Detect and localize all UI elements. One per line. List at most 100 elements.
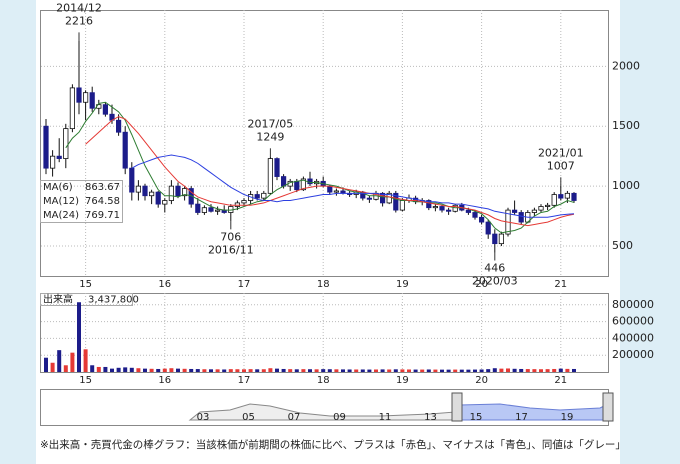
volume-bar bbox=[426, 369, 431, 372]
candle-body bbox=[175, 185, 181, 197]
volume-bar bbox=[565, 368, 570, 372]
candle-body bbox=[214, 209, 221, 212]
candle-body bbox=[254, 194, 260, 199]
navigator-handle[interactable] bbox=[451, 392, 463, 422]
x-tick-label: 20 bbox=[475, 375, 488, 386]
volume-bar bbox=[136, 368, 141, 372]
volume-bar bbox=[57, 350, 62, 372]
candle-body bbox=[294, 180, 300, 191]
volume-bar bbox=[354, 369, 359, 372]
candle-body bbox=[274, 158, 280, 177]
candle-body bbox=[267, 158, 274, 194]
volume-bar bbox=[552, 368, 557, 372]
volume-title: 出来高 bbox=[43, 293, 73, 306]
volume-bar bbox=[123, 367, 128, 372]
candle-body bbox=[188, 188, 194, 205]
annotation-date: 2020/03 bbox=[472, 275, 518, 288]
candle-body bbox=[280, 176, 287, 187]
navigator-label: 19 bbox=[561, 412, 574, 423]
volume-bar bbox=[360, 369, 365, 372]
volume-bar bbox=[308, 369, 312, 372]
volume-bar bbox=[176, 368, 180, 372]
navigator-label: 03 bbox=[197, 412, 210, 423]
volume-frame bbox=[40, 293, 609, 373]
volume-bar bbox=[321, 369, 326, 372]
candle-body bbox=[261, 192, 267, 199]
candle-body bbox=[122, 131, 128, 169]
volume-bar bbox=[275, 368, 279, 372]
right-strip bbox=[620, 0, 680, 464]
candle-body bbox=[43, 125, 49, 169]
volume-bar bbox=[116, 367, 121, 372]
candle-body bbox=[241, 200, 247, 204]
volume-bar bbox=[294, 369, 299, 372]
volume-bar bbox=[453, 369, 458, 372]
navigator-label: 13 bbox=[424, 412, 437, 423]
volume-bar bbox=[407, 369, 411, 372]
annotation-value: 1007 bbox=[547, 159, 575, 172]
candle-body bbox=[181, 188, 188, 197]
volume-bar bbox=[90, 365, 95, 372]
legend-value: 863.67 bbox=[85, 182, 120, 193]
candle-body bbox=[142, 185, 148, 197]
legend-label: MA(24) bbox=[43, 210, 79, 221]
volume-bar bbox=[512, 368, 517, 372]
candle-body bbox=[83, 92, 89, 103]
volume-bar bbox=[486, 369, 491, 372]
candle-body bbox=[116, 119, 122, 133]
volume-bar bbox=[182, 368, 187, 372]
volume-bar bbox=[420, 369, 425, 372]
volume-value: 3,437,800 bbox=[88, 295, 139, 306]
navigator-label: 07 bbox=[288, 412, 301, 423]
volume-bar bbox=[44, 357, 48, 372]
volume-bar bbox=[261, 369, 266, 372]
x-tick-label: 20 bbox=[475, 279, 488, 290]
x-tick-label: 15 bbox=[79, 279, 92, 290]
legend-value: 769.71 bbox=[85, 210, 120, 221]
annotation-date: 2021/01 bbox=[538, 146, 584, 159]
volume-bar bbox=[440, 369, 444, 372]
candle-body bbox=[439, 206, 445, 211]
volume-bar bbox=[248, 369, 253, 372]
volume-bar bbox=[327, 369, 332, 372]
candle-body bbox=[545, 204, 551, 207]
y-tick-label: 500 bbox=[612, 239, 633, 252]
candle-body bbox=[379, 192, 386, 204]
price-frame bbox=[40, 10, 609, 277]
candle-body bbox=[102, 104, 108, 115]
candle-body bbox=[234, 202, 240, 207]
volume-bar bbox=[400, 369, 405, 372]
volume-bar bbox=[110, 368, 114, 372]
volume-bar bbox=[413, 369, 418, 372]
x-tick-label: 16 bbox=[158, 279, 171, 290]
candle-body bbox=[399, 200, 406, 211]
candle-body bbox=[538, 206, 544, 211]
volume-bar bbox=[479, 369, 484, 372]
annotation-value: 446 bbox=[484, 262, 505, 275]
candle-body bbox=[168, 185, 174, 201]
candle-body bbox=[485, 221, 491, 235]
volume-bar bbox=[572, 368, 576, 372]
candle-body bbox=[69, 87, 75, 130]
volume-bar bbox=[169, 368, 174, 372]
candle-body bbox=[465, 209, 472, 213]
x-tick-label: 19 bbox=[396, 279, 409, 290]
candle-body bbox=[76, 87, 82, 103]
volume-bar bbox=[189, 368, 194, 372]
x-tick-label: 21 bbox=[554, 375, 567, 386]
volume-bar bbox=[209, 369, 213, 372]
annotation-value: 2216 bbox=[65, 14, 93, 27]
y-tick-label: 200000 bbox=[612, 348, 654, 361]
legend-label: MA(6) bbox=[43, 182, 73, 193]
candle-body bbox=[512, 209, 518, 213]
x-tick-label: 17 bbox=[238, 279, 251, 290]
ma-line bbox=[131, 154, 575, 218]
volume-bar bbox=[433, 369, 438, 372]
volume-bar bbox=[539, 369, 543, 372]
navigator-handle[interactable] bbox=[602, 392, 614, 422]
navigator-label: 15 bbox=[470, 412, 483, 423]
volume-bar bbox=[228, 369, 233, 372]
candle-body bbox=[432, 206, 439, 209]
volume-bar bbox=[341, 369, 345, 372]
